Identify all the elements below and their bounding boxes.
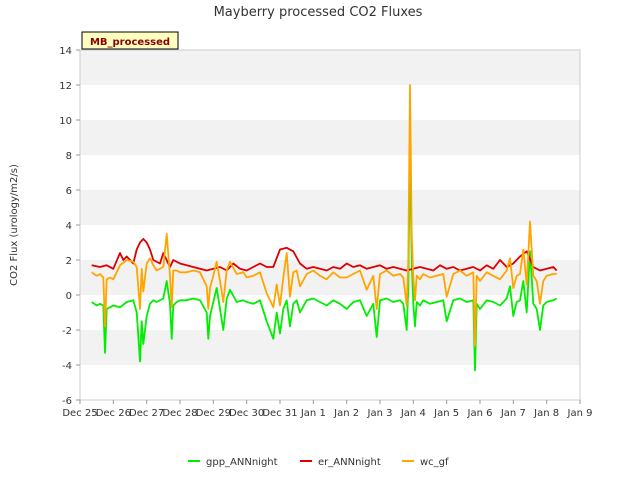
y-tick-label: 10	[59, 116, 72, 127]
plot-band	[80, 155, 580, 190]
x-tick-label: Dec 25	[62, 408, 97, 419]
plot-band	[80, 120, 580, 155]
plot-band	[80, 50, 580, 85]
legend-label-wc_gf: wc_gf	[420, 457, 449, 468]
plot-band	[80, 85, 580, 120]
y-tick-label: 12	[59, 81, 72, 92]
legend-label-gpp_ANNnight: gpp_ANNnight	[206, 457, 278, 468]
plot-band	[80, 295, 580, 330]
chart-title: Mayberry processed CO2 Fluxes	[214, 5, 423, 20]
y-tick-label: 6	[66, 186, 72, 197]
x-tick-label: Jan 7	[500, 408, 526, 419]
plot-bands	[80, 50, 580, 400]
y-tick-label: 4	[66, 221, 72, 232]
badge-box	[81, 31, 179, 50]
y-axis: -6 -4 -2 0 2 4 6 8 10 12 14	[59, 46, 80, 407]
x-tick-label: Jan 5	[433, 408, 459, 419]
plot-band	[80, 330, 580, 365]
y-tick-label: 2	[66, 256, 72, 267]
badge-label: MB_processed	[90, 37, 170, 48]
x-tick-label: Jan 3	[367, 408, 393, 419]
series-line-gpp_ANNnight	[91, 145, 558, 372]
mb-processed-badge: MB_processed	[81, 31, 179, 50]
x-tick-label: Dec 28	[162, 408, 197, 419]
y-axis-label: CO2 Flux (urology/m2/s)	[9, 164, 20, 286]
y-tick-label: -6	[62, 396, 72, 407]
y-tick-label: -4	[62, 361, 72, 372]
x-tick-label: Dec 30	[229, 408, 264, 419]
x-tick-label: Dec 26	[96, 408, 131, 419]
x-tick-label: Jan 4	[400, 408, 426, 419]
plot-band	[80, 225, 580, 260]
y-tick-label: 8	[66, 151, 72, 162]
y-tick-label: 0	[66, 291, 72, 302]
plot-band	[80, 190, 580, 225]
series-line-wc_gf	[91, 84, 557, 347]
series-layer	[91, 84, 558, 372]
x-tick-label: Jan 9	[567, 408, 593, 419]
x-tick-label: Jan 1	[300, 408, 326, 419]
x-tick-label: Dec 29	[196, 408, 231, 419]
series-line-er_ANNnight	[91, 238, 558, 272]
x-tick-label: Jan 2	[333, 408, 359, 419]
y-tick-label: -2	[62, 326, 72, 337]
x-tick-label: Jan 8	[533, 408, 559, 419]
y-tick-label: 14	[59, 46, 72, 57]
legend: gpp_ANNnight er_ANNnight wc_gf	[188, 457, 449, 468]
legend-label-er_ANNnight: er_ANNnight	[318, 457, 381, 468]
x-tick-label: Dec 31	[262, 408, 297, 419]
plot-band	[80, 365, 580, 400]
x-tick-label: Jan 6	[467, 408, 493, 419]
x-tick-label: Dec 27	[129, 408, 164, 419]
